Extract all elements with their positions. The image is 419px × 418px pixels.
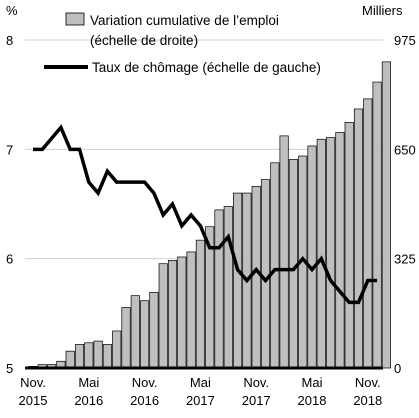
x-tick-label-year: 2017 — [242, 393, 271, 408]
x-tick-label-month: Nov. — [243, 375, 269, 390]
left-tick-label: 8 — [6, 33, 13, 48]
employment-bar — [93, 340, 103, 369]
employment-bar — [335, 132, 345, 369]
unemployment-rate-line — [33, 124, 378, 305]
legend-bar-label-line2: (échelle de droite) — [90, 33, 198, 48]
left-axis-unit: % — [6, 3, 18, 18]
unemployment-line-layer — [33, 124, 378, 305]
left-axis-ticks: 5 6 7 8 — [6, 33, 13, 376]
employment-bar — [102, 344, 112, 369]
employment-bar — [158, 263, 168, 369]
x-tick-label-year: 2016 — [130, 393, 159, 408]
left-tick-label: 5 — [6, 361, 13, 376]
employment-bar — [121, 307, 131, 369]
legend-bar-label-line1: Variation cumulative de l’emploi — [90, 13, 279, 28]
x-tick-label-month: Nov. — [132, 375, 158, 390]
employment-bar — [233, 192, 243, 369]
right-tick-label: 0 — [394, 361, 401, 376]
employment-bar — [140, 300, 150, 369]
x-tick-label-month: Mai — [190, 375, 211, 390]
employment-bar — [112, 330, 122, 369]
x-tick-label-month: Nov. — [355, 375, 381, 390]
x-tick-label-year: 2015 — [19, 393, 48, 408]
employment-bar — [326, 137, 336, 369]
left-tick-label: 7 — [6, 142, 13, 157]
employment-bar — [353, 108, 364, 369]
x-tick-label-year: 2018 — [353, 393, 382, 408]
right-tick-label: 325 — [394, 252, 416, 267]
employment-bar — [167, 260, 178, 369]
employment-bar — [270, 162, 280, 369]
left-tick-label: 6 — [6, 252, 13, 267]
legend-bar-swatch — [65, 12, 85, 26]
x-tick-label-month: Nov. — [20, 375, 46, 390]
employment-bar — [177, 256, 187, 369]
x-tick-label-year: 2017 — [186, 393, 215, 408]
employment-bar — [214, 209, 224, 369]
employment-bar — [223, 206, 233, 369]
x-tick-label-month: Mai — [302, 375, 323, 390]
x-axis-ticks: Nov. 2015 Mai 2016 Nov. 2016 Mai 2017 Nov. 2017 Ma… — [19, 375, 383, 408]
legend-line-label: Taux de chômage (échelle de gauche) — [92, 60, 321, 75]
x-tick-label-month: Mai — [78, 375, 99, 390]
employment-bar — [363, 98, 373, 369]
employment-bar — [195, 239, 205, 369]
employment-bar — [149, 291, 159, 369]
employment-bar — [130, 295, 140, 369]
employment-bar — [344, 122, 354, 369]
employment-bar — [307, 145, 317, 369]
employment-bars — [28, 61, 391, 369]
employment-bar — [372, 81, 382, 369]
employment-bar — [381, 61, 391, 369]
x-tick-label-year: 2018 — [298, 393, 327, 408]
employment-bar — [74, 344, 85, 369]
employment-bar — [84, 342, 94, 369]
employment-bar — [279, 135, 289, 369]
right-tick-label: 975 — [394, 33, 416, 48]
x-tick-label-year: 2016 — [74, 393, 103, 408]
legend: Variation cumulative de l’emploi (échell… — [44, 12, 321, 75]
employment-bar — [65, 350, 75, 369]
right-axis-ticks: 0 325 650 975 — [394, 33, 416, 376]
right-axis-unit: Milliers — [362, 3, 403, 18]
employment-bar — [260, 179, 271, 369]
employment-bar — [186, 251, 196, 369]
employment-bar — [316, 138, 326, 369]
right-tick-label: 650 — [394, 142, 416, 157]
employment-bar — [251, 185, 261, 369]
